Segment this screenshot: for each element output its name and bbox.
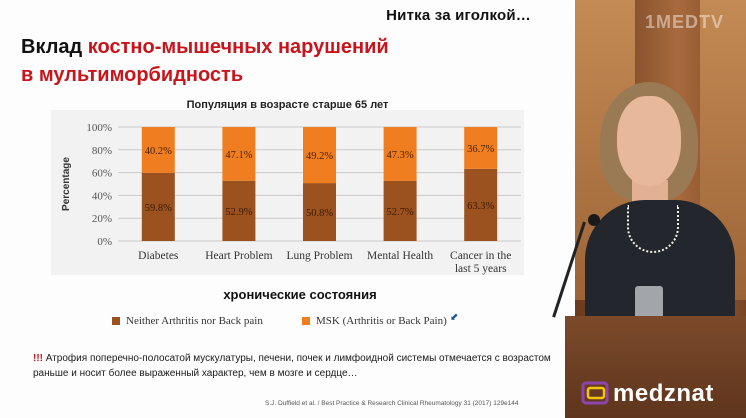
medznat-watermark: medznat [613, 380, 714, 407]
note-text: Атрофия поперечно-полосатой мускулатуры,… [33, 353, 551, 379]
note-marker: !!! [33, 353, 43, 364]
legend-item-neither: Neither Arthritis nor Back pain [112, 315, 263, 327]
y-tick-label: 20% [92, 213, 112, 225]
channel-logo: 1MEDTV [645, 12, 725, 32]
y-axis-title: Percentage [61, 157, 72, 211]
data-label: 36.7% [467, 144, 494, 155]
bar-neither [464, 168, 498, 241]
podium [565, 316, 746, 418]
y-tick-label: 40% [92, 190, 112, 202]
necklace [627, 205, 679, 253]
bar-msk [464, 127, 498, 169]
slide-header: Нитка за иголкой… [386, 7, 531, 24]
x-axis-title: хронические состояния [223, 287, 377, 302]
bar-msk [141, 127, 175, 173]
bar-msk [222, 127, 256, 181]
y-tick-label: 80% [92, 145, 112, 157]
data-label: 50.8% [306, 208, 333, 219]
data-label: 52.9% [225, 207, 252, 218]
data-label: 52.7% [387, 207, 414, 218]
slide-title: Вклад костно-мышечных нарушений в мульти… [21, 33, 389, 89]
data-label: 47.3% [387, 150, 414, 161]
bar-neither [141, 172, 175, 241]
y-tick-label: 100% [86, 122, 112, 134]
medznat-logo-icon [581, 381, 609, 405]
bar-msk [303, 127, 336, 184]
x-tick-label: Mental Health [367, 250, 433, 262]
legend-label-msk: MSK (Arthritis or Back Pain) [316, 315, 447, 327]
x-tick-label: Diabetes [138, 250, 179, 262]
microphone-icon [588, 214, 600, 226]
data-label: 49.2% [306, 151, 333, 162]
slide-title-highlight: костно-мышечных нарушений [87, 36, 389, 58]
y-tick-label: 0% [97, 236, 112, 248]
data-label: 63.3% [467, 201, 494, 212]
stacked-bar-chart: Percentage 0% 20% 40% 60% 80% 100% 59.8% 40.2% Di… [61, 122, 521, 275]
slide-title-part1: Вклад [21, 36, 88, 58]
bar-neither [222, 180, 256, 241]
x-tick-label: last 5 years [455, 263, 507, 275]
legend-swatch-neither [112, 317, 120, 326]
bar-neither [303, 183, 336, 241]
data-label: 47.1% [225, 150, 252, 161]
chart-title: Популяция в возрасте старше 65 лет [186, 99, 389, 111]
legend-label-neither: Neither Arthritis nor Back pain [126, 315, 263, 327]
data-label: 40.2% [145, 146, 172, 157]
speaker-face [617, 96, 681, 186]
legend-item-msk: MSK (Arthritis or Back Pain) [302, 315, 447, 327]
citation: S.J. Duffield et al. / Best Practice & R… [265, 400, 519, 407]
bar-msk [383, 127, 417, 181]
mouse-cursor-icon: ⬋ [450, 312, 459, 323]
x-tick-label: Cancer in the [450, 250, 511, 262]
slide-title-line2: в мультиморбидность [21, 64, 244, 86]
chart-area: Percentage 0% 20% 40% 60% 80% 100% 59.8% 40.2% Di… [51, 110, 524, 275]
x-tick-label: Heart Problem [205, 250, 272, 262]
y-tick-label: 60% [92, 168, 112, 180]
slide-note: !!! Атрофия поперечно-полосатой мускулат… [33, 351, 553, 381]
x-tick-label: Lung Problem [286, 250, 352, 262]
legend-swatch-msk [302, 317, 310, 326]
bar-neither [383, 180, 417, 241]
data-label: 59.8% [145, 203, 172, 214]
